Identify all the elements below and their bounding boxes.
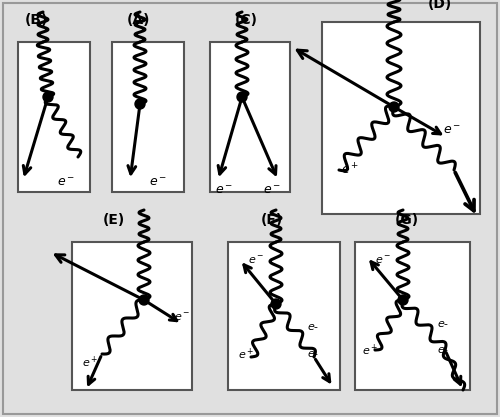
Text: e-: e- [438, 319, 448, 329]
Text: (B): (B) [24, 13, 48, 27]
Circle shape [43, 92, 53, 102]
Bar [112, 42, 184, 192]
Circle shape [237, 92, 247, 102]
Bar [355, 242, 470, 390]
Text: e$^+$: e$^+$ [341, 162, 359, 178]
Text: (A): (A) [126, 13, 150, 27]
Text: e$^+$: e$^+$ [82, 354, 98, 369]
Circle shape [135, 99, 145, 109]
Circle shape [389, 102, 399, 112]
Text: (F): (F) [261, 213, 283, 227]
Text: e$^+$: e$^+$ [238, 347, 254, 362]
Text: e-: e- [308, 349, 318, 359]
Text: (D): (D) [428, 0, 452, 11]
Bar [18, 42, 90, 192]
Text: e-: e- [308, 322, 318, 332]
Text: e$^-$: e$^-$ [215, 183, 233, 196]
Text: e$^-$: e$^-$ [174, 311, 190, 323]
Text: (E): (E) [103, 213, 125, 227]
Text: e$^-$: e$^-$ [443, 123, 461, 136]
Text: e-: e- [438, 345, 448, 355]
Bar [72, 242, 192, 390]
Text: e$^-$: e$^-$ [248, 254, 264, 266]
Text: e$^-$: e$^-$ [57, 176, 75, 188]
Circle shape [139, 295, 149, 305]
Circle shape [398, 295, 408, 305]
Text: (C): (C) [234, 13, 258, 27]
Text: e$^-$: e$^-$ [263, 183, 281, 196]
Text: e$^-$: e$^-$ [375, 254, 391, 266]
Bar [322, 22, 480, 214]
Circle shape [271, 299, 281, 309]
Bar [228, 242, 340, 390]
Bar [210, 42, 290, 192]
Text: (G): (G) [395, 213, 419, 227]
Text: e$^-$: e$^-$ [149, 176, 167, 188]
Text: e$^+$: e$^+$ [362, 342, 378, 358]
